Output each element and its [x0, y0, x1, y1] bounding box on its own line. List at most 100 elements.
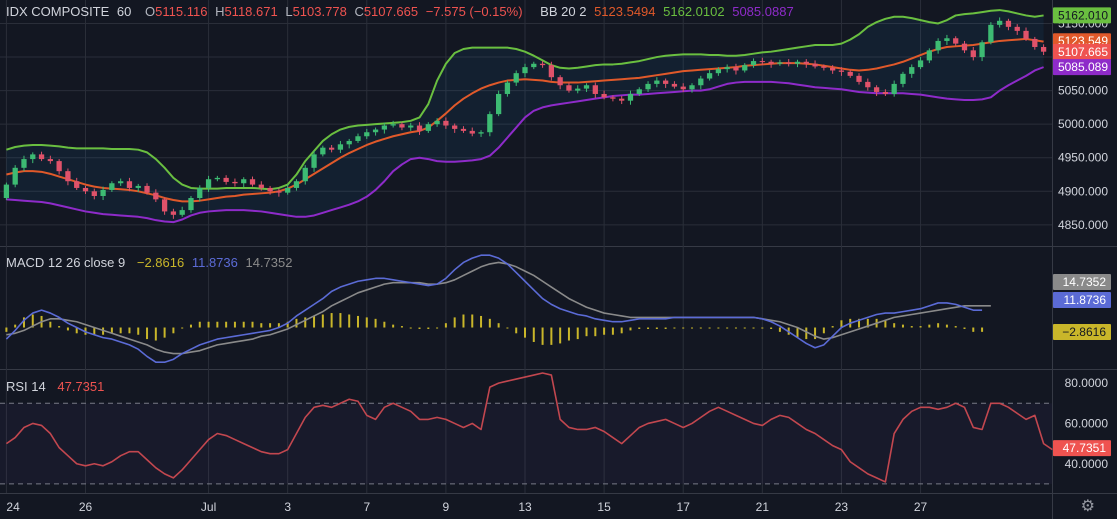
macd-hist-bar [858, 318, 861, 328]
candle-body [47, 159, 53, 162]
candle [311, 151, 317, 172]
candle [91, 188, 97, 200]
gear-icon[interactable]: ⚙ [1080, 498, 1095, 515]
candle [12, 165, 18, 188]
candle [531, 61, 537, 70]
time-tick-label: 9 [443, 500, 450, 514]
macd-badge: 11.8736 [1053, 292, 1111, 308]
candle-body [416, 125, 423, 131]
candle-body [126, 181, 133, 188]
macd-hist-bar [260, 323, 263, 328]
candle [381, 122, 387, 134]
candle [997, 17, 1003, 28]
candle [1023, 27, 1029, 41]
candle [170, 208, 177, 219]
macd-hist-bar [717, 327, 720, 329]
bb-label[interactable]: BB 20 2 [540, 4, 587, 19]
macd-hist-bar [831, 326, 834, 328]
candle-body [276, 191, 282, 193]
candle [803, 59, 809, 68]
candle-body [777, 62, 783, 64]
macd-hist-bar [269, 323, 272, 328]
candle [689, 83, 695, 93]
candle-body [970, 50, 976, 58]
candle [575, 85, 581, 94]
candle-body [900, 73, 906, 84]
macd-hist-bar [664, 327, 667, 329]
candle [935, 38, 941, 54]
macd-hist-bar [400, 326, 403, 328]
candle-body [847, 71, 853, 76]
candle-body [232, 181, 238, 184]
macd-label[interactable]: MACD 12 26 close 9 [6, 255, 126, 270]
candle-body [689, 85, 695, 90]
candle [979, 40, 985, 62]
candle [161, 197, 168, 215]
candle [487, 111, 493, 137]
price-axis: 4850.000 4900.000 4950.000 5000.000 5050.000… [1053, 7, 1111, 471]
candle [38, 151, 45, 162]
macd-hist-bar [620, 327, 623, 334]
rsi-label[interactable]: RSI 14 [6, 379, 46, 394]
macd-hist-bar [66, 327, 69, 331]
time-tick-label: 23 [835, 500, 849, 514]
symbol-name[interactable]: IDX COMPOSITE [6, 4, 110, 19]
macd-hist-bar [576, 327, 579, 340]
macd-hist-bar [647, 327, 650, 329]
bb-upper-line [6, 9, 1044, 191]
candle-body [548, 65, 555, 78]
candle [777, 59, 783, 66]
candle-body [452, 125, 458, 129]
candle [953, 36, 959, 46]
price-tick-label: 4900.000 [1058, 184, 1108, 198]
candle-body [372, 129, 379, 133]
macd-hist-bar [14, 324, 17, 328]
candle [944, 34, 950, 45]
price-badge-label: 5085.089 [1058, 60, 1108, 74]
candle [847, 69, 853, 78]
macd-hist-bar [321, 314, 324, 328]
macd-hist-bar [928, 324, 931, 328]
candle-body [302, 167, 308, 182]
candle [733, 63, 739, 75]
candle [548, 61, 555, 81]
candle-body [118, 181, 124, 184]
candle-body [750, 61, 757, 66]
macd-hist-bar [567, 327, 570, 341]
candlesticks [3, 17, 1047, 219]
candle [249, 176, 256, 187]
candle-body [830, 67, 836, 71]
candle [830, 65, 836, 74]
candle-body [742, 65, 748, 71]
candle [865, 78, 871, 91]
macd-hist-bar [972, 327, 975, 332]
candle [513, 70, 519, 86]
candle [495, 90, 502, 117]
candle-body [786, 62, 792, 64]
candle-body [74, 181, 80, 188]
candle [188, 196, 194, 213]
candle-body [320, 147, 326, 155]
candle-body [258, 184, 264, 188]
candle-body [135, 185, 141, 188]
candle-body [926, 50, 932, 61]
candle-body [214, 177, 220, 180]
candle-body [557, 77, 563, 86]
macd-hist-bar [638, 327, 641, 329]
rsi-tick-label: 60.0000 [1065, 416, 1109, 430]
candle-body [337, 144, 344, 150]
candle-body [56, 161, 62, 172]
candle [267, 185, 273, 195]
candle [416, 122, 423, 135]
price-badge-bg [1053, 7, 1111, 24]
macd-hist-bar [154, 327, 157, 341]
candle-body [267, 187, 273, 192]
interval-label[interactable]: 60 [116, 4, 132, 19]
candle [364, 128, 370, 139]
candle-body [698, 78, 704, 86]
candle-body [144, 185, 150, 193]
rsi-band [0, 403, 1052, 484]
rsi-line [5, 372, 1053, 483]
candle [1014, 24, 1020, 35]
